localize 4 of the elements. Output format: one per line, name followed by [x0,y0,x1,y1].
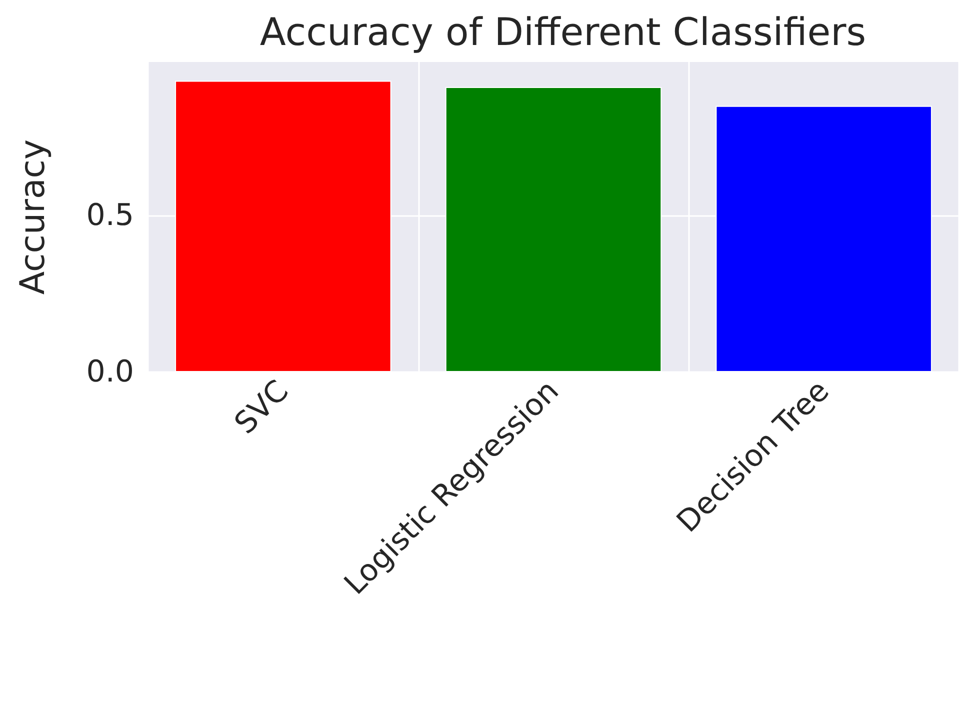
y-tick-label: 0.0 [86,354,134,390]
y-axis-title: Accuracy [13,139,53,295]
y-tick-label: 0.5 [86,198,134,233]
chart-title: Accuracy of Different Classifiers [260,10,866,54]
